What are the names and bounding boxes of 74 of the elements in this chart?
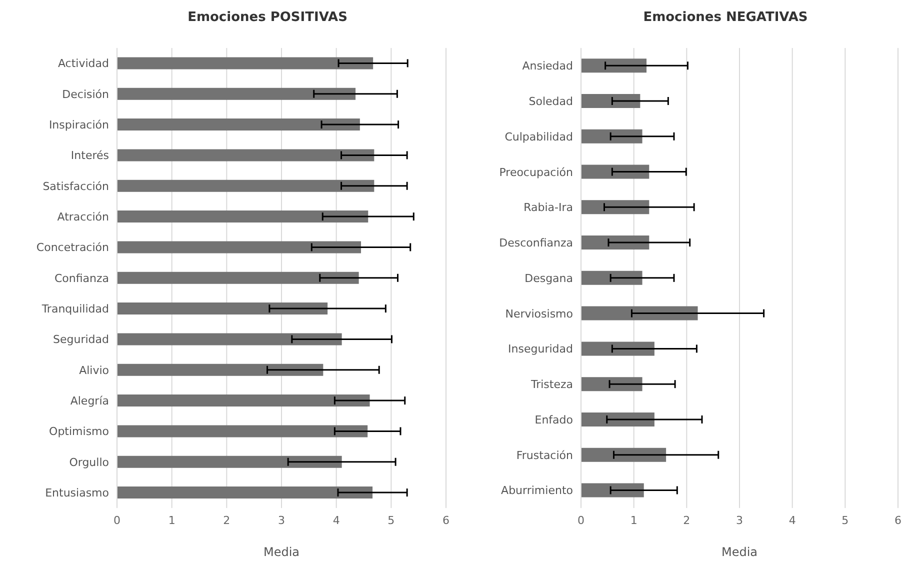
y-tick-label: Satisfacción — [42, 180, 110, 193]
y-tick-label: Orgullo — [69, 456, 110, 469]
bar — [117, 302, 328, 315]
y-tick-label: Culpabilidad — [504, 130, 573, 144]
y-tick-label: Atracción — [57, 210, 110, 224]
bar — [117, 118, 360, 131]
bar — [117, 149, 374, 162]
bar — [581, 377, 642, 392]
bar — [581, 448, 666, 462]
y-tick-label: Confianza — [54, 272, 109, 285]
chart-title: Emociones POSITIVAS — [186, 9, 348, 27]
bar — [581, 164, 650, 179]
y-tick-label: Interés — [70, 149, 110, 162]
bar — [117, 394, 370, 407]
x-tick-label: 0 — [578, 514, 584, 527]
bar — [117, 210, 368, 223]
bar — [581, 306, 698, 320]
x-tick-label: 1 — [630, 514, 638, 527]
bar — [117, 456, 342, 468]
x-tick-label: 4 — [788, 514, 796, 527]
x-axis-title: Media — [721, 545, 758, 559]
x-tick-label: 5 — [388, 514, 395, 527]
bar — [117, 57, 374, 70]
y-tick-label: Alegría — [70, 394, 109, 408]
bar — [581, 94, 640, 108]
bar — [117, 88, 356, 100]
bar — [581, 129, 642, 144]
y-tick-label: Actividad — [58, 57, 109, 70]
y-tick-label: Aburrimiento — [501, 484, 574, 498]
y-tick-label: Inspiración — [48, 118, 110, 132]
x-tick-label: 1 — [168, 514, 176, 527]
bar — [117, 486, 373, 499]
bar — [581, 236, 650, 250]
bar — [117, 180, 374, 192]
bar — [581, 200, 650, 214]
y-tick-label: Optimismo — [49, 425, 110, 438]
bar — [581, 342, 654, 356]
bar — [117, 241, 362, 254]
x-tick-label: 2 — [223, 514, 230, 527]
y-tick-label: Concetración — [36, 241, 110, 254]
x-tick-label: 3 — [736, 514, 743, 527]
bar — [581, 412, 654, 426]
x-tick-label: 6 — [894, 514, 902, 527]
x-tick-label: 0 — [114, 514, 120, 527]
bar — [117, 333, 342, 346]
y-tick-label: Entusiasmo — [45, 486, 110, 500]
bar — [117, 272, 359, 284]
y-tick-label: Tranquilidad — [40, 302, 109, 316]
y-tick-label: Alivio — [79, 364, 110, 377]
chart-title: Emociones NEGATIVAS — [642, 9, 809, 27]
y-tick-label: Frustación — [516, 448, 574, 462]
y-tick-label: Desgana — [524, 272, 573, 285]
y-tick-label: Decisión — [62, 88, 110, 101]
y-tick-label: Enfado — [534, 413, 574, 426]
bar — [117, 364, 324, 376]
y-tick-label: Tristeza — [530, 378, 573, 392]
bar — [117, 425, 368, 438]
y-tick-label: Rabia-Ira — [524, 201, 573, 214]
x-tick-label: 5 — [842, 514, 849, 527]
x-tick-label: 6 — [442, 514, 450, 527]
x-tick-label: 3 — [278, 514, 285, 527]
x-tick-label: 4 — [332, 514, 340, 527]
y-tick-label: Seguridad — [53, 333, 109, 346]
y-tick-label: Ansiedad — [522, 60, 573, 73]
y-tick-label: Preocupación — [499, 166, 574, 179]
bar — [581, 270, 642, 285]
x-axis-title: Media — [263, 545, 300, 559]
y-tick-label: Soledad — [528, 94, 573, 108]
y-tick-label: Inseguridad — [508, 342, 573, 356]
x-tick-label: 2 — [683, 514, 690, 527]
bar — [581, 483, 644, 498]
y-tick-label: Desconfianza — [499, 236, 573, 250]
bar — [581, 58, 647, 73]
y-tick-label: Nerviosismo — [505, 307, 574, 320]
